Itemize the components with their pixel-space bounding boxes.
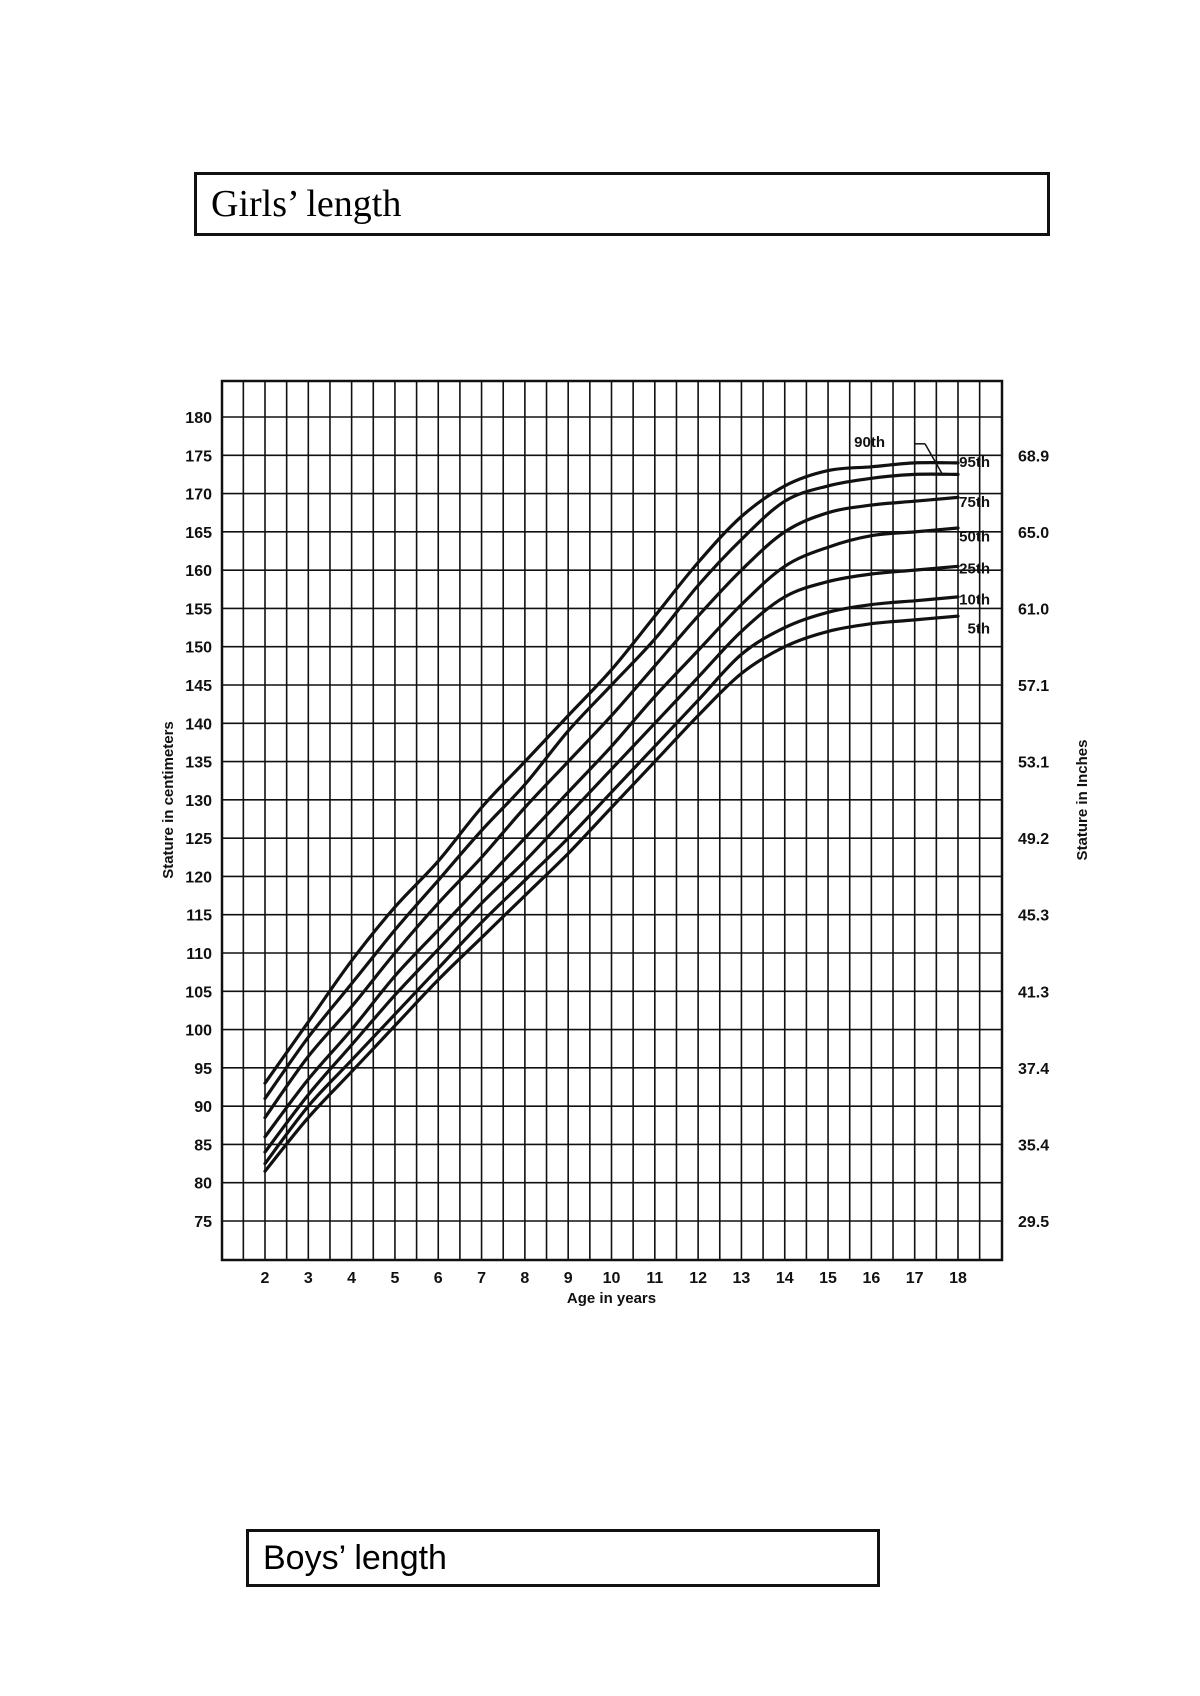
y-tick-label: 130: [185, 793, 212, 810]
y-tick-label: 135: [185, 755, 212, 772]
x-tick-label: 8: [520, 1270, 529, 1287]
girls-length-title: Girls’ length: [194, 172, 1050, 236]
y-right-tick-label: 53.1: [1018, 755, 1049, 772]
x-tick-label: 10: [603, 1270, 621, 1287]
x-tick-label: 4: [347, 1270, 356, 1287]
percentile-curve-95th: [263, 461, 960, 1085]
percentile-label-5th: 5th: [968, 621, 991, 638]
x-tick-label: 14: [776, 1270, 794, 1287]
x-tick-label: 6: [434, 1270, 443, 1287]
y-right-axis-label: Stature in Inches: [1074, 740, 1091, 861]
leader-line-90th: [924, 443, 943, 475]
boys-length-title: Boys’ length: [246, 1529, 880, 1587]
y-right-tick-label: 37.4: [1018, 1061, 1049, 1078]
y-tick-label: 110: [186, 946, 212, 963]
y-tick-label: 160: [185, 563, 212, 580]
y-tick-label: 80: [194, 1176, 212, 1193]
x-tick-label: 16: [862, 1270, 880, 1287]
percentile-label-95th: 95th: [959, 454, 990, 471]
percentile-label-75th: 75th: [959, 494, 990, 511]
y-tick-label: 170: [185, 487, 212, 504]
x-tick-label: 2: [261, 1270, 270, 1287]
percentile-curve-75th: [263, 495, 960, 1120]
y-right-tick-label: 65.0: [1018, 525, 1049, 542]
y-axis-label: Stature in centimeters: [160, 721, 177, 879]
percentile-label-10th: 10th: [959, 591, 990, 608]
percentile-curve-90th: [263, 472, 960, 1101]
percentile-curve-10th: [263, 595, 960, 1166]
x-tick-label: 9: [564, 1270, 573, 1287]
x-tick-label: 13: [733, 1270, 751, 1287]
x-tick-label: 5: [390, 1270, 399, 1287]
y-tick-label: 115: [186, 908, 212, 925]
y-tick-label: 90: [194, 1099, 212, 1116]
y-tick-label: 95: [194, 1061, 212, 1078]
x-tick-label: 15: [819, 1270, 837, 1287]
percentile-curve-25th: [263, 564, 960, 1154]
y-right-tick-label: 29.5: [1018, 1214, 1049, 1231]
y-right-tick-label: 41.3: [1018, 984, 1049, 1001]
percentile-curve-50th: [263, 526, 960, 1139]
y-right-tick-label: 35.4: [1018, 1137, 1049, 1154]
x-tick-label: 11: [646, 1270, 663, 1287]
y-tick-label: 140: [185, 716, 212, 733]
y-right-tick-label: 61.0: [1018, 601, 1049, 618]
y-tick-label: 165: [185, 525, 212, 542]
x-tick-label: 7: [477, 1270, 486, 1287]
y-tick-label: 105: [185, 984, 212, 1001]
y-right-tick-label: 68.9: [1018, 448, 1049, 465]
y-tick-label: 75: [194, 1214, 212, 1231]
x-tick-label: 18: [949, 1270, 967, 1287]
y-tick-label: 120: [185, 869, 212, 886]
y-tick-label: 125: [185, 831, 212, 848]
percentile-label-25th: 25th: [959, 560, 990, 577]
percentile-label-90th: 90th: [854, 434, 885, 451]
boys-length-title-text: Boys’ length: [263, 1538, 447, 1577]
y-tick-label: 100: [185, 1023, 212, 1040]
y-right-tick-label: 49.2: [1018, 831, 1049, 848]
x-axis-label: Age in years: [567, 1290, 656, 1307]
x-tick-label: 12: [689, 1270, 707, 1287]
percentile-curve-5th: [263, 614, 960, 1173]
y-right-tick-label: 45.3: [1018, 908, 1049, 925]
percentile-label-50th: 50th: [959, 529, 990, 546]
x-tick-label: 17: [906, 1270, 924, 1287]
y-tick-label: 150: [185, 640, 212, 657]
y-tick-label: 175: [185, 448, 212, 465]
y-tick-label: 85: [194, 1137, 212, 1154]
x-tick-label: 3: [304, 1270, 313, 1287]
y-tick-label: 180: [185, 410, 212, 427]
girls-length-title-text: Girls’ length: [211, 183, 402, 225]
y-tick-label: 155: [185, 601, 212, 618]
y-right-tick-label: 57.1: [1018, 678, 1049, 695]
y-tick-label: 145: [185, 678, 212, 695]
